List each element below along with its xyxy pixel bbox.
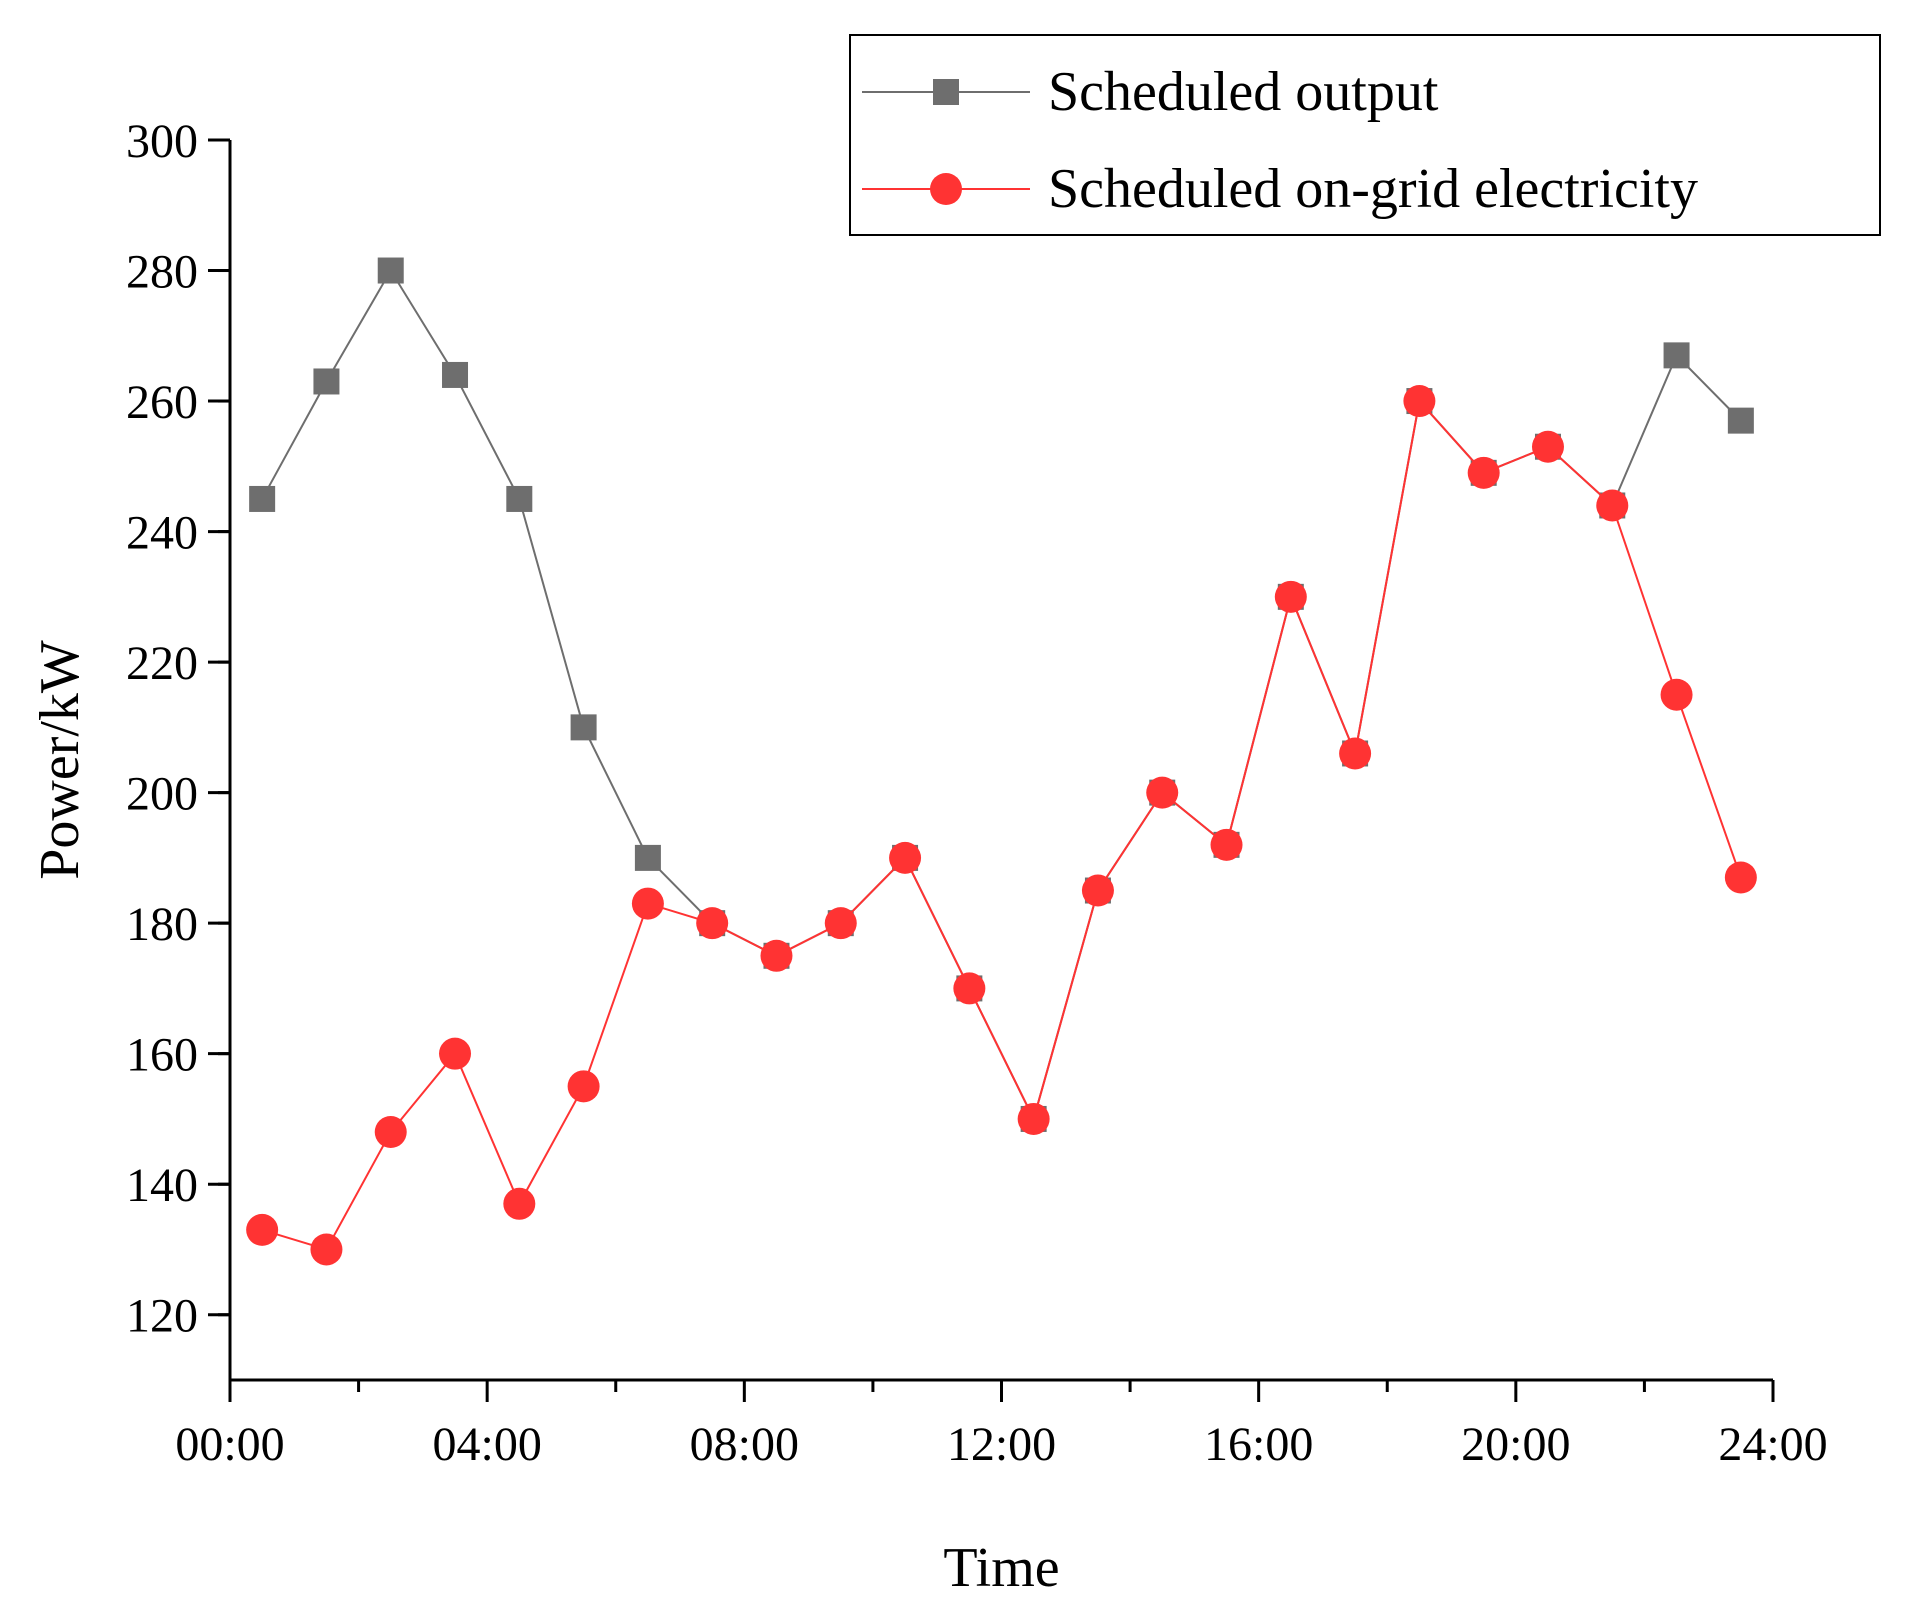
data-point — [442, 361, 469, 388]
y-axis-title: Power/kW — [29, 640, 91, 880]
data-point — [1403, 385, 1436, 418]
data-point — [824, 907, 857, 940]
axis-titles: Time Power/kW — [29, 640, 1060, 1599]
y-tick-label: 260 — [126, 376, 198, 429]
data-point — [310, 1233, 343, 1266]
series-line — [261, 268, 1742, 1122]
data-point — [1339, 737, 1372, 770]
data-point — [1727, 407, 1754, 434]
legend-item: Scheduled on-grid electricity — [862, 158, 1698, 220]
series-line — [261, 398, 1742, 1251]
x-tick-label: 00:00 — [175, 1418, 284, 1471]
y-tick-label: 140 — [126, 1159, 198, 1212]
series-1 — [249, 257, 1754, 1132]
data-point — [1531, 430, 1564, 463]
x-tick-label: 16:00 — [1204, 1418, 1313, 1471]
series-2 — [246, 385, 1757, 1266]
legend-item: Scheduled output — [862, 61, 1439, 123]
data-point — [567, 1070, 600, 1103]
y-tick-label: 300 — [126, 115, 198, 168]
data-point — [696, 907, 729, 940]
x-axis-title: Time — [943, 1537, 1059, 1599]
legend-marker — [933, 79, 959, 105]
y-tick-label: 220 — [126, 637, 198, 690]
data-point — [631, 887, 664, 920]
data-point — [1017, 1102, 1050, 1135]
data-point — [246, 1213, 279, 1246]
data-point — [1467, 456, 1500, 489]
data-point — [953, 972, 986, 1005]
legend-marker — [930, 173, 962, 205]
data-point — [377, 257, 404, 284]
x-tick-label: 04:00 — [432, 1418, 541, 1471]
legend-box — [849, 34, 1881, 236]
y-tick-label: 280 — [126, 246, 198, 299]
data-point — [506, 485, 533, 512]
y-tick-label: 160 — [126, 1029, 198, 1082]
data-point — [439, 1037, 472, 1070]
chart-series — [246, 257, 1757, 1266]
data-point — [760, 939, 793, 972]
data-point — [374, 1116, 407, 1148]
y-tick-label: 200 — [126, 768, 198, 821]
data-point — [249, 485, 276, 512]
y-tick-label: 240 — [126, 507, 198, 560]
legend-label: Scheduled output — [1048, 61, 1439, 123]
chart-legend: Scheduled output Scheduled on-grid electr… — [849, 34, 1881, 236]
y-tick-label: 120 — [126, 1290, 198, 1343]
data-point — [1146, 776, 1179, 809]
data-point — [313, 368, 340, 395]
data-point — [1663, 342, 1690, 369]
data-point — [1081, 874, 1114, 907]
data-point — [1596, 489, 1629, 522]
x-tick-label: 12:00 — [947, 1418, 1056, 1471]
data-point — [1724, 861, 1757, 894]
data-point — [1210, 828, 1243, 861]
x-tick-label: 08:00 — [690, 1418, 799, 1471]
data-point — [503, 1187, 536, 1220]
data-point — [634, 844, 661, 871]
y-tick-label: 180 — [126, 898, 198, 951]
data-point — [889, 841, 922, 874]
x-tick-label: 20:00 — [1461, 1418, 1570, 1471]
chart-axes: 120 140 160 180 200 220 240 260 280 300 00:00 04:00… — [126, 115, 1828, 1471]
legend-label: Scheduled on-grid electricity — [1048, 158, 1698, 220]
x-tick-label: 24:00 — [1718, 1418, 1827, 1471]
data-point — [1274, 580, 1307, 613]
data-point — [570, 714, 597, 741]
data-point — [1660, 678, 1693, 711]
